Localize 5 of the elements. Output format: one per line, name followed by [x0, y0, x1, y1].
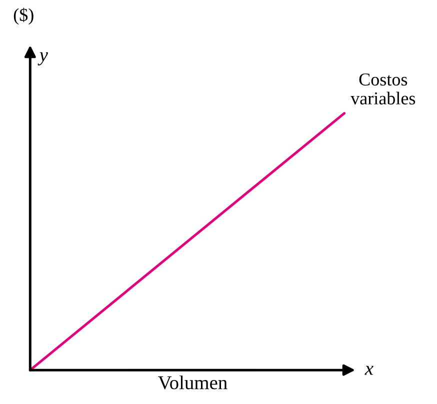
y-axis-title: ($) [14, 8, 34, 25]
text: y [38, 52, 48, 66]
x-axis-title: Volumen [158, 376, 228, 390]
annotation: x [364, 366, 374, 375]
series-label: Costos variables [350, 73, 416, 104]
